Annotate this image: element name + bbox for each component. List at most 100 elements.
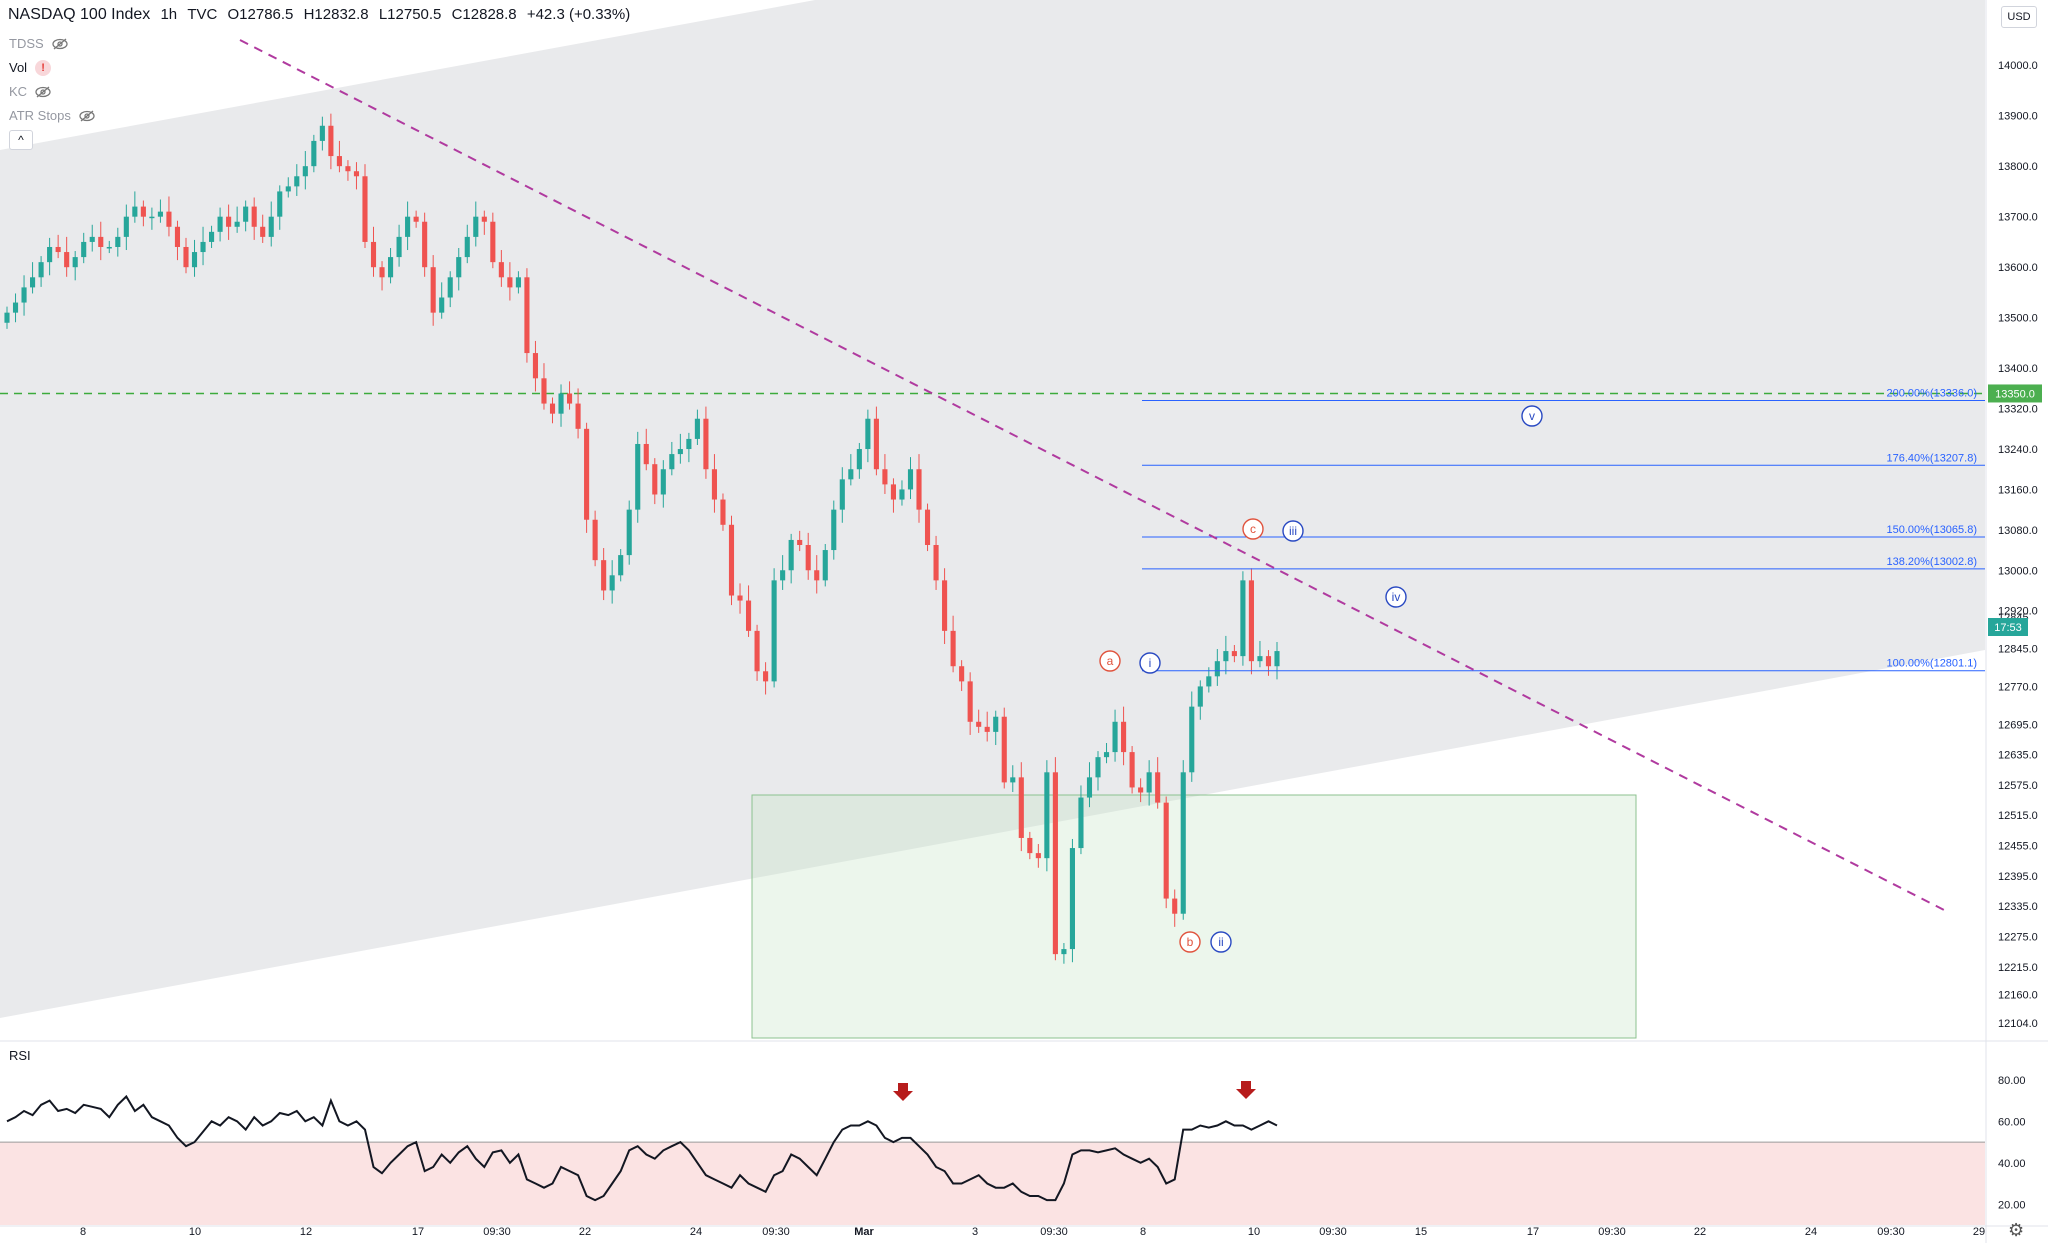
candle-body — [711, 469, 718, 500]
countdown-tag-text: 17:53 — [1994, 622, 2022, 634]
candle-body — [243, 206, 249, 222]
rsi-tick-label: 60.00 — [1998, 1116, 2026, 1128]
price-tick-label: 12695.0 — [1998, 719, 2038, 731]
candle-body — [30, 277, 36, 288]
candle-body — [993, 716, 999, 732]
price-tick-label: 13320.0 — [1998, 404, 2038, 416]
eye-off-icon[interactable] — [35, 86, 51, 98]
candle-body — [200, 241, 206, 253]
price-tick-label: 12395.0 — [1998, 871, 2038, 883]
wave-label-text: a — [1107, 654, 1114, 668]
candle-body — [635, 443, 641, 510]
time-tick-label: 10 — [1248, 1226, 1260, 1238]
change-value: +42.3 (+0.33%) — [526, 6, 631, 23]
candle-body — [1086, 777, 1093, 798]
candle-body — [12, 302, 19, 313]
candle-body — [933, 545, 939, 581]
candle-body — [1231, 651, 1237, 657]
ohlc-header: NASDAQ 100 Index 1h TVC O12786.5 H12832.… — [8, 6, 630, 24]
indicator-tdss[interactable]: TDSS — [9, 32, 95, 56]
candle-body — [1061, 949, 1067, 955]
collapse-legend-button[interactable]: ^ — [9, 130, 33, 150]
gear-icon[interactable]: ⚙ — [2008, 1220, 2025, 1240]
candles-group — [4, 113, 1280, 964]
price-tick-label: 13160.0 — [1998, 484, 2038, 496]
candle-body — [677, 449, 683, 455]
candle-body — [848, 469, 854, 480]
candle-body — [652, 464, 658, 495]
candle-body — [532, 353, 539, 379]
time-tick-label: 10 — [189, 1226, 201, 1238]
eye-off-icon[interactable] — [52, 38, 68, 50]
channel-background — [0, 0, 1985, 1018]
level-price-tag-text: 13350.0 — [1995, 388, 2035, 400]
candle-body — [319, 125, 325, 141]
low-label: L — [378, 6, 388, 23]
candle-body — [1265, 656, 1272, 667]
time-tick-label: 24 — [690, 1226, 702, 1238]
candle-body — [899, 489, 905, 500]
candle-body — [882, 469, 888, 485]
candle-body — [328, 125, 334, 157]
candle-body — [370, 241, 377, 268]
price-tick-label: 12575.0 — [1998, 780, 2038, 792]
candle-body — [251, 206, 257, 227]
eye-off-icon[interactable] — [79, 110, 95, 122]
candle-body — [558, 393, 564, 414]
fib-level-label: 100.00%(12801.1) — [1886, 658, 1977, 670]
candle-body — [191, 252, 198, 268]
candle-body — [1248, 580, 1254, 662]
price-tick-label: 13600.0 — [1998, 262, 2038, 274]
time-tick-label: 09:30 — [1319, 1226, 1347, 1238]
candle-body — [703, 418, 709, 470]
candle-body — [814, 570, 820, 581]
indicator-atr-stops[interactable]: ATR Stops — [9, 104, 95, 128]
wave-label-circle — [1099, 650, 1121, 672]
candle-body — [950, 630, 956, 667]
candle-body — [405, 216, 411, 237]
candle-body — [174, 226, 181, 247]
high-value: 12832.8 — [314, 6, 369, 23]
candle-body — [260, 226, 266, 237]
time-tick-label: 17 — [1527, 1226, 1539, 1238]
candle-body — [609, 575, 615, 591]
candle-body — [277, 191, 283, 217]
price-tick-label: 13500.0 — [1998, 313, 2038, 325]
candle-body — [1223, 651, 1229, 662]
candle-body — [1214, 661, 1220, 677]
wave-label-text: iv — [1392, 590, 1401, 604]
wave-label-circle — [1139, 652, 1161, 674]
interval-label[interactable]: 1h — [160, 6, 178, 23]
time-tick-label: 17 — [412, 1226, 424, 1238]
indicator-legend: TDSS Vol ! KC ATR Stops ^ — [9, 32, 95, 150]
time-tick-label: 09:30 — [1040, 1226, 1068, 1238]
candle-body — [1103, 752, 1110, 758]
wave-label-circle — [1282, 520, 1304, 542]
price-tick-label: 12920.0 — [1998, 606, 2038, 618]
indicator-vol[interactable]: Vol ! — [9, 56, 95, 80]
candle-body — [311, 140, 317, 167]
candle-body — [456, 257, 462, 278]
indicator-name: KC — [9, 84, 28, 99]
candle-body — [745, 600, 752, 631]
candle-body — [396, 236, 402, 258]
wave-label-text: b — [1187, 935, 1194, 949]
currency-badge[interactable]: USD — [2001, 6, 2037, 28]
candle-body — [754, 630, 760, 672]
candle-body — [669, 454, 675, 470]
candle-body — [1069, 848, 1075, 950]
low-value: 12750.5 — [387, 6, 442, 23]
candle-body — [549, 403, 556, 414]
candle-body — [234, 221, 240, 227]
candle-body — [1163, 802, 1169, 899]
time-tick-label: 09:30 — [483, 1226, 511, 1238]
alert-icon[interactable]: ! — [35, 60, 52, 76]
candle-body — [64, 252, 70, 268]
symbol-name[interactable]: NASDAQ 100 Index — [8, 6, 151, 23]
candle-body — [924, 509, 931, 545]
candle-body — [345, 166, 351, 172]
candle-body — [4, 312, 10, 323]
time-tick-label: 22 — [1694, 1226, 1706, 1238]
indicator-kc[interactable]: KC — [9, 80, 95, 104]
